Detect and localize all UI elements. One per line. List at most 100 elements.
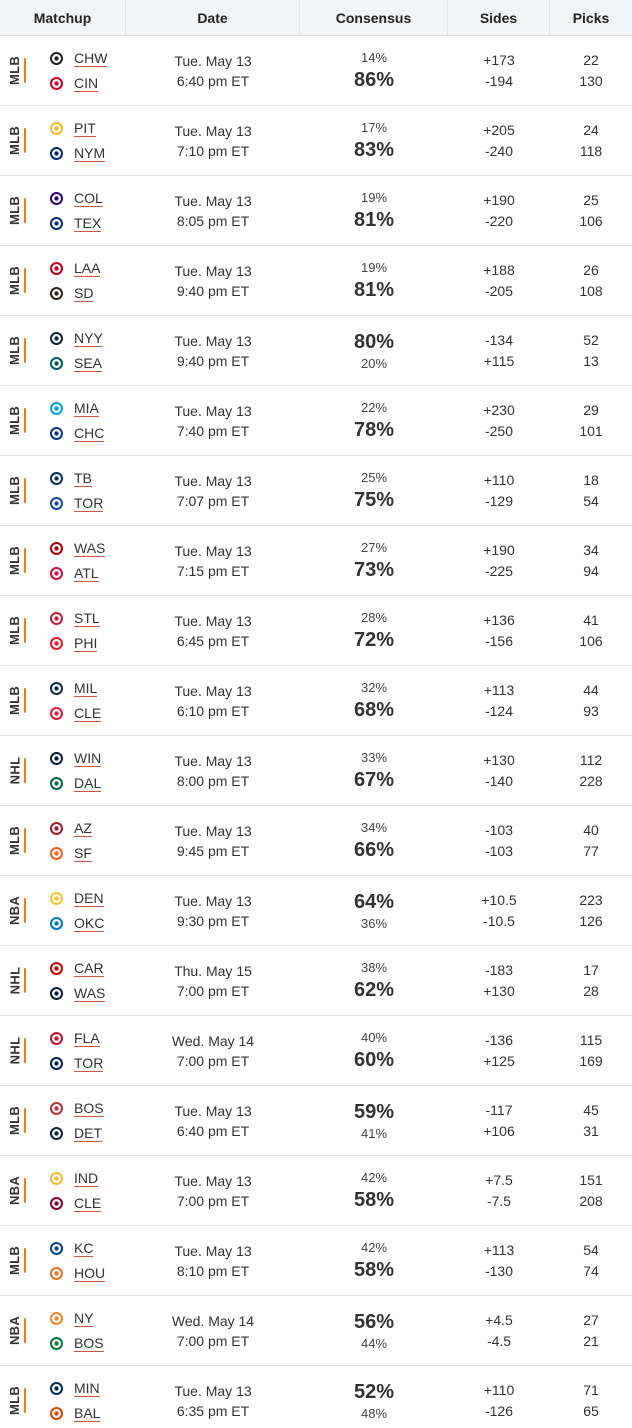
away-team-link[interactable]: LAA	[74, 259, 101, 277]
home-team-link[interactable]: OKC	[74, 914, 105, 932]
sides-cell: +113 -130	[448, 1226, 550, 1295]
home-team-link[interactable]: ATL	[74, 564, 99, 582]
game-time: 9:40 pm ET	[176, 352, 250, 369]
picks-cell: 17 28	[550, 946, 632, 1015]
away-team-link[interactable]: FLA	[74, 1029, 100, 1047]
matchup-cell: MLB NYY SEA	[0, 316, 126, 385]
away-team-link[interactable]: NYY	[74, 329, 103, 347]
away-consensus: 22%	[360, 399, 388, 415]
home-side-line: +130	[483, 982, 515, 999]
away-team-link[interactable]: PIT	[74, 119, 96, 137]
sides-cell: -103 -103	[448, 806, 550, 875]
away-picks: 71	[583, 1381, 599, 1398]
away-picks: 26	[583, 261, 599, 278]
away-team: CAR	[50, 959, 105, 978]
away-side-line: +230	[483, 401, 515, 418]
away-side-line: +10.5	[481, 891, 517, 908]
home-team-link[interactable]: WAS	[74, 984, 106, 1002]
matchup-cell: NHL FLA TOR	[0, 1016, 126, 1085]
picks-cell: 54 74	[550, 1226, 632, 1295]
home-team-link[interactable]: CIN	[74, 74, 99, 92]
home-team-link[interactable]: SEA	[74, 354, 103, 372]
away-team: NYY	[50, 329, 103, 348]
picks-cell: 24 118	[550, 106, 632, 175]
sides-cell: +190 -225	[448, 526, 550, 595]
home-team-link[interactable]: HOU	[74, 1264, 106, 1282]
team-list: STL PHI	[50, 609, 100, 653]
picks-column-header[interactable]: Picks	[572, 9, 610, 26]
away-team-link[interactable]: IND	[74, 1169, 99, 1187]
home-team-link[interactable]: TOR	[74, 494, 104, 512]
league-name: MLB	[7, 265, 23, 296]
matchup-cell: NHL WIN DAL	[0, 736, 126, 805]
home-team-link[interactable]: TOR	[74, 1054, 104, 1072]
home-team-link[interactable]: CHC	[74, 424, 105, 442]
sides-cell: +10.5 -10.5	[448, 876, 550, 945]
home-team-link[interactable]: TEX	[74, 214, 102, 232]
away-team-link[interactable]: CHW	[74, 49, 108, 67]
league-label: MLB	[0, 316, 30, 385]
away-picks: 40	[583, 821, 599, 838]
panthers-icon	[50, 1031, 63, 1045]
away-team-link[interactable]: DEN	[74, 889, 104, 907]
mariners-icon	[50, 356, 63, 370]
home-team-link[interactable]: DAL	[74, 774, 102, 792]
away-team: BOS	[50, 1099, 104, 1118]
away-team-link[interactable]: AZ	[74, 819, 92, 837]
table-body: MLB CHW CIN Tue. May 13 6:40 pm ET 14% 86% +173…	[0, 36, 632, 1428]
league-name: MLB	[7, 475, 23, 506]
game-time: 7:00 pm ET	[176, 1192, 250, 1209]
away-team-link[interactable]: CAR	[74, 959, 104, 977]
game-day: Tue. May 13	[174, 402, 252, 419]
away-picks: 27	[583, 1311, 599, 1328]
matchup-column-header[interactable]: Matchup	[0, 0, 126, 35]
home-team: BAL	[50, 1404, 101, 1423]
home-team-link[interactable]: CLE	[74, 1194, 102, 1212]
consensus-column-header[interactable]: Consensus	[300, 0, 448, 35]
team-list: AZ SF	[50, 819, 92, 863]
away-team-link[interactable]: BOS	[74, 1099, 104, 1117]
consensus-cell: 52% 48%	[300, 1366, 448, 1428]
team-list: MIL CLE	[50, 679, 102, 723]
away-team-link[interactable]: MIL	[74, 679, 98, 697]
sides-column-header[interactable]: Sides	[448, 0, 550, 35]
sides-cell: -136 +125	[448, 1016, 550, 1085]
away-consensus: 56%	[353, 1310, 395, 1333]
matchup-cell: MLB WAS ATL	[0, 526, 126, 595]
away-team-link[interactable]: WAS	[74, 539, 106, 557]
home-team-link[interactable]: DET	[74, 1124, 102, 1142]
celtics-icon	[50, 1336, 63, 1350]
home-team-link[interactable]: BOS	[74, 1334, 104, 1352]
away-team-link[interactable]: WIN	[74, 749, 102, 767]
away-team-link[interactable]: TB	[74, 469, 92, 487]
away-team-link[interactable]: KC	[74, 1239, 94, 1257]
away-team-link[interactable]: MIN	[74, 1379, 100, 1397]
royals-icon	[50, 1241, 63, 1255]
away-team-link[interactable]: STL	[74, 609, 100, 627]
home-team-link[interactable]: CLE	[74, 704, 102, 722]
home-team-link[interactable]: SF	[74, 844, 92, 862]
home-side-line: -130	[484, 1262, 514, 1279]
team-list: LAA SD	[50, 259, 101, 303]
home-team-link[interactable]: NYM	[74, 144, 106, 162]
away-team-link[interactable]: COL	[74, 189, 103, 207]
league-label: NBA	[0, 876, 30, 945]
table-row: MLB TB TOR Tue. May 13 7:07 pm ET 25% 75% +110-…	[0, 456, 632, 526]
league-name: NHL	[7, 756, 23, 785]
home-side-line: -250	[484, 422, 514, 439]
away-team-link[interactable]: NY	[74, 1309, 94, 1327]
away-team-link[interactable]: MIA	[74, 399, 99, 417]
away-team: AZ	[50, 819, 92, 838]
game-day: Tue. May 13	[174, 892, 252, 909]
away-consensus: 33%	[360, 749, 388, 765]
league-label: MLB	[0, 666, 30, 735]
home-team-link[interactable]: SD	[74, 284, 94, 302]
home-consensus: 86%	[353, 68, 395, 91]
picks-cell: 27 21	[550, 1296, 632, 1365]
home-team-link[interactable]: BAL	[74, 1404, 101, 1422]
picks-cell: 26 108	[550, 246, 632, 315]
date-column-header[interactable]: Date	[126, 0, 300, 35]
home-team-link[interactable]: PHI	[74, 634, 98, 652]
home-side-line: -4.5	[486, 1332, 512, 1349]
home-picks: 208	[579, 1192, 603, 1209]
